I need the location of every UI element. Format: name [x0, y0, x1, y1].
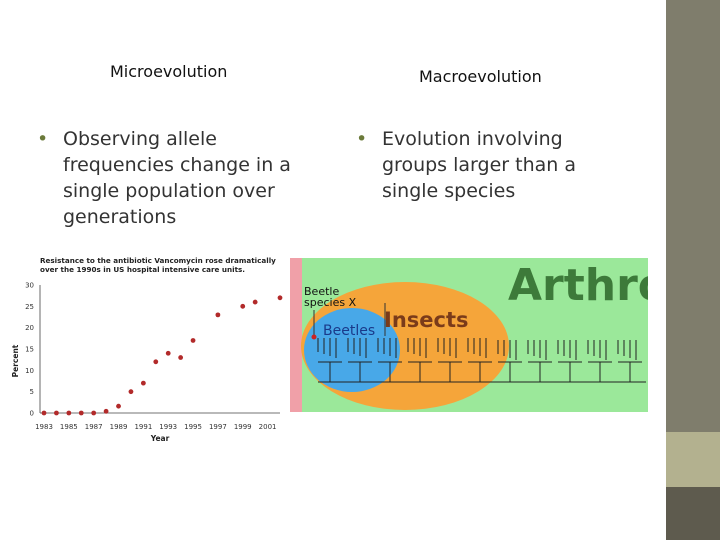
species-label-line-1: Beetle — [304, 285, 339, 298]
x-tick-label: 1995 — [184, 423, 202, 431]
x-axis-label: Year — [150, 434, 170, 443]
y-tick-label: 15 — [25, 346, 34, 354]
chart-title-line-2: over the 1990s in US hospital intensive … — [40, 265, 245, 274]
x-tick-label: 2001 — [259, 423, 277, 431]
data-point — [140, 380, 146, 386]
data-point — [78, 410, 84, 416]
bullet-dot-icon: • — [37, 128, 49, 150]
data-point — [252, 299, 258, 305]
x-tick-label: 1999 — [234, 423, 252, 431]
macro-heading: Macroevolution — [419, 67, 542, 86]
vancomycin-resistance-chart: Resistance to the antibiotic Vancomycin … — [11, 256, 283, 443]
data-point — [66, 410, 72, 416]
data-point — [277, 295, 283, 301]
data-point — [54, 410, 59, 416]
y-axis-label: Percent — [11, 344, 20, 377]
data-point — [190, 338, 196, 343]
data-points — [41, 295, 283, 416]
x-tick-label: 1997 — [209, 423, 227, 431]
y-ticks: 0 5 10 15 20 25 30 — [25, 282, 34, 418]
slide: Microevolution Macroevolution • Observing… — [11, 62, 648, 443]
data-point — [165, 350, 171, 356]
data-point — [41, 410, 47, 416]
y-tick-label: 5 — [30, 388, 34, 396]
data-point — [153, 359, 159, 365]
macro-bullet-item: • Evolution involving groups larger than … — [356, 126, 606, 204]
species-label-line-2: species X — [304, 296, 357, 309]
chart-title-line-1: Resistance to the antibiotic Vancomycin … — [40, 256, 276, 265]
data-point — [240, 303, 246, 309]
micro-bullet-text: Observing allele frequencies change in a… — [63, 128, 291, 228]
data-point — [116, 403, 121, 409]
diagram-pink-strip — [290, 258, 302, 412]
x-tick-label: 1989 — [110, 423, 128, 431]
arthropod-label: Arthro — [508, 260, 648, 311]
micro-bullet-item: • Observing allele frequencies change in … — [37, 126, 317, 230]
sidebar-dark-block — [666, 487, 720, 540]
data-point — [178, 355, 184, 360]
x-tick-label: 1991 — [134, 423, 152, 431]
y-tick-label: 20 — [25, 324, 34, 332]
y-tick-label: 25 — [25, 303, 34, 311]
sidebar-light-block — [666, 432, 720, 487]
micro-bullets: • Observing allele frequencies change in … — [37, 126, 317, 230]
species-x-marker — [311, 334, 317, 340]
data-point — [91, 410, 97, 416]
insects-label: Insects — [384, 308, 469, 332]
micro-heading: Microevolution — [110, 62, 228, 81]
data-point — [128, 389, 134, 395]
phylogeny-tree — [317, 338, 646, 383]
x-tick-label: 1985 — [60, 423, 78, 431]
y-tick-label: 0 — [30, 410, 34, 418]
macro-bullets: • Evolution involving groups larger than … — [356, 126, 606, 204]
x-tick-label: 1993 — [159, 423, 177, 431]
x-tick-label: 1983 — [35, 423, 53, 431]
data-point — [215, 312, 221, 318]
arthropod-nested-diagram: Arthro Insects Beetles Beetle species X — [290, 258, 648, 412]
x-tick-label: 1987 — [85, 423, 103, 431]
data-point — [103, 408, 109, 414]
beetles-label: Beetles — [323, 323, 375, 339]
beetles-region — [304, 308, 400, 392]
y-tick-label: 10 — [25, 367, 34, 375]
bullet-dot-icon: • — [356, 128, 368, 150]
y-tick-label: 30 — [25, 282, 34, 290]
macro-bullet-text: Evolution involving groups larger than a… — [382, 128, 576, 202]
x-ticks: 1983 1985 1987 1989 1991 1993 1995 1997 1999 2001 — [35, 423, 276, 431]
